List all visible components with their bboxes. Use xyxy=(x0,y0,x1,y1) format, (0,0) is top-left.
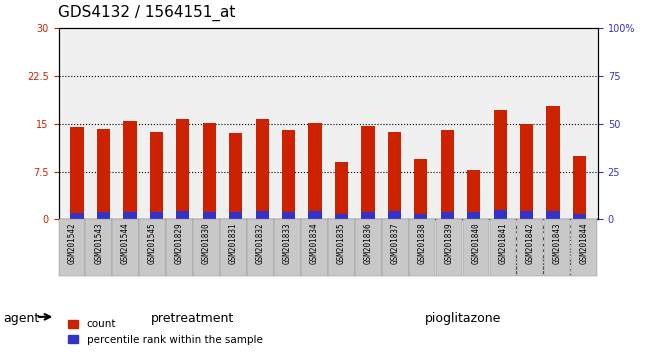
Bar xyxy=(308,122,322,219)
Bar xyxy=(547,106,560,219)
Bar xyxy=(335,214,348,219)
Text: GSM201841: GSM201841 xyxy=(499,222,508,264)
Bar xyxy=(493,110,507,219)
Bar xyxy=(176,119,189,219)
Bar xyxy=(150,212,163,219)
Bar xyxy=(229,212,242,219)
Text: GSM201830: GSM201830 xyxy=(202,222,211,264)
Text: GSM201842: GSM201842 xyxy=(526,222,535,264)
Text: GSM201832: GSM201832 xyxy=(256,222,265,264)
Bar xyxy=(97,129,110,219)
Bar xyxy=(520,211,533,219)
Bar xyxy=(282,130,295,219)
Text: GSM201843: GSM201843 xyxy=(552,222,562,264)
Bar xyxy=(255,119,268,219)
Text: GSM201844: GSM201844 xyxy=(580,222,589,264)
Bar xyxy=(335,162,348,219)
Text: GSM201543: GSM201543 xyxy=(94,222,103,264)
Text: GSM201544: GSM201544 xyxy=(121,222,130,264)
Bar xyxy=(124,121,136,219)
Text: GSM201835: GSM201835 xyxy=(337,222,346,264)
Text: GSM201833: GSM201833 xyxy=(283,222,292,264)
Text: GSM201829: GSM201829 xyxy=(175,222,184,264)
Bar xyxy=(441,212,454,219)
Text: GSM201837: GSM201837 xyxy=(391,222,400,264)
Legend: count, percentile rank within the sample: count, percentile rank within the sample xyxy=(64,315,266,349)
Text: GSM201840: GSM201840 xyxy=(472,222,481,264)
Bar xyxy=(255,211,268,219)
Bar xyxy=(414,214,428,219)
Text: pretreatment: pretreatment xyxy=(151,312,235,325)
Text: GSM201545: GSM201545 xyxy=(148,222,157,264)
Bar xyxy=(97,212,110,219)
Bar xyxy=(573,156,586,219)
Bar xyxy=(388,132,401,219)
Bar xyxy=(467,212,480,219)
Bar xyxy=(493,210,507,219)
Bar xyxy=(124,212,136,219)
Bar xyxy=(573,215,586,219)
Bar xyxy=(70,127,84,219)
Bar xyxy=(176,211,189,219)
Bar xyxy=(441,130,454,219)
Text: GDS4132 / 1564151_at: GDS4132 / 1564151_at xyxy=(58,5,236,21)
Bar xyxy=(547,211,560,219)
Text: GSM201834: GSM201834 xyxy=(310,222,319,264)
Text: pioglitazone: pioglitazone xyxy=(425,312,501,325)
Bar xyxy=(229,133,242,219)
Bar xyxy=(388,211,401,219)
Bar xyxy=(361,126,374,219)
Bar xyxy=(361,212,374,219)
Bar xyxy=(150,132,163,219)
Bar xyxy=(203,212,216,219)
Bar xyxy=(467,170,480,219)
Bar xyxy=(70,213,84,219)
Bar xyxy=(520,124,533,219)
Text: GSM201839: GSM201839 xyxy=(445,222,454,264)
Text: agent: agent xyxy=(3,312,40,325)
Text: GSM201831: GSM201831 xyxy=(229,222,238,264)
Bar xyxy=(203,123,216,219)
Text: GSM201836: GSM201836 xyxy=(364,222,373,264)
Text: GSM201838: GSM201838 xyxy=(418,222,427,264)
Bar xyxy=(308,211,322,219)
Text: GSM201542: GSM201542 xyxy=(67,222,76,264)
Bar xyxy=(414,159,428,219)
Bar xyxy=(282,212,295,219)
